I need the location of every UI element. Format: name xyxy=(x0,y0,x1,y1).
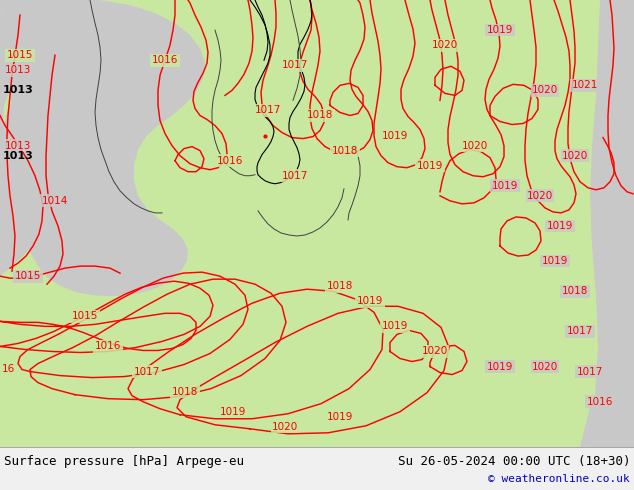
Text: 1018: 1018 xyxy=(332,146,358,156)
Text: 1013: 1013 xyxy=(3,85,34,96)
Text: 1019: 1019 xyxy=(220,407,246,416)
Text: 1015: 1015 xyxy=(7,50,33,60)
Text: 1020: 1020 xyxy=(532,85,558,96)
Text: 1020: 1020 xyxy=(562,150,588,161)
Text: 1019: 1019 xyxy=(492,181,518,191)
Text: 1014: 1014 xyxy=(42,196,68,206)
Text: 1017: 1017 xyxy=(255,105,281,116)
Text: 1017: 1017 xyxy=(567,326,593,337)
Text: 1015: 1015 xyxy=(72,311,98,321)
Text: 1016: 1016 xyxy=(95,342,121,351)
Text: 16: 16 xyxy=(2,364,15,373)
Text: 1019: 1019 xyxy=(487,25,513,35)
Text: Su 26-05-2024 00:00 UTC (18+30): Su 26-05-2024 00:00 UTC (18+30) xyxy=(398,455,630,468)
Text: 1017: 1017 xyxy=(281,171,308,181)
Text: 1021: 1021 xyxy=(572,80,598,90)
Text: 1019: 1019 xyxy=(357,296,383,306)
Text: 1018: 1018 xyxy=(307,110,333,121)
Text: 1015: 1015 xyxy=(15,271,41,281)
Text: 1019: 1019 xyxy=(382,321,408,331)
Text: 1020: 1020 xyxy=(462,141,488,150)
Text: 1018: 1018 xyxy=(172,387,198,396)
Text: 1019: 1019 xyxy=(417,161,443,171)
Text: 1013: 1013 xyxy=(5,65,31,75)
Text: 1016: 1016 xyxy=(587,397,613,407)
Text: 1013: 1013 xyxy=(3,150,34,161)
Text: 1013: 1013 xyxy=(5,141,31,150)
Text: 1019: 1019 xyxy=(487,362,513,371)
Text: 1020: 1020 xyxy=(432,40,458,50)
Text: 1018: 1018 xyxy=(562,286,588,296)
Polygon shape xyxy=(580,346,634,447)
Text: 1020: 1020 xyxy=(527,191,553,201)
Text: 1017: 1017 xyxy=(577,367,603,376)
Text: Surface pressure [hPa] Arpege-eu: Surface pressure [hPa] Arpege-eu xyxy=(4,455,244,468)
Text: 1016: 1016 xyxy=(217,156,243,166)
Text: 1016: 1016 xyxy=(152,55,178,65)
Text: 1020: 1020 xyxy=(532,362,558,371)
Text: 1019: 1019 xyxy=(327,412,353,422)
Text: 1020: 1020 xyxy=(272,422,298,432)
Text: 1018: 1018 xyxy=(327,281,353,291)
Polygon shape xyxy=(0,0,205,296)
Polygon shape xyxy=(0,0,46,276)
Text: 1017: 1017 xyxy=(281,60,308,70)
Text: 1020: 1020 xyxy=(422,346,448,357)
Text: 1019: 1019 xyxy=(382,130,408,141)
Text: © weatheronline.co.uk: © weatheronline.co.uk xyxy=(488,474,630,484)
Text: 1019: 1019 xyxy=(547,221,573,231)
Text: 1017: 1017 xyxy=(134,367,160,376)
Text: 1019: 1019 xyxy=(542,256,568,266)
Polygon shape xyxy=(590,0,634,447)
